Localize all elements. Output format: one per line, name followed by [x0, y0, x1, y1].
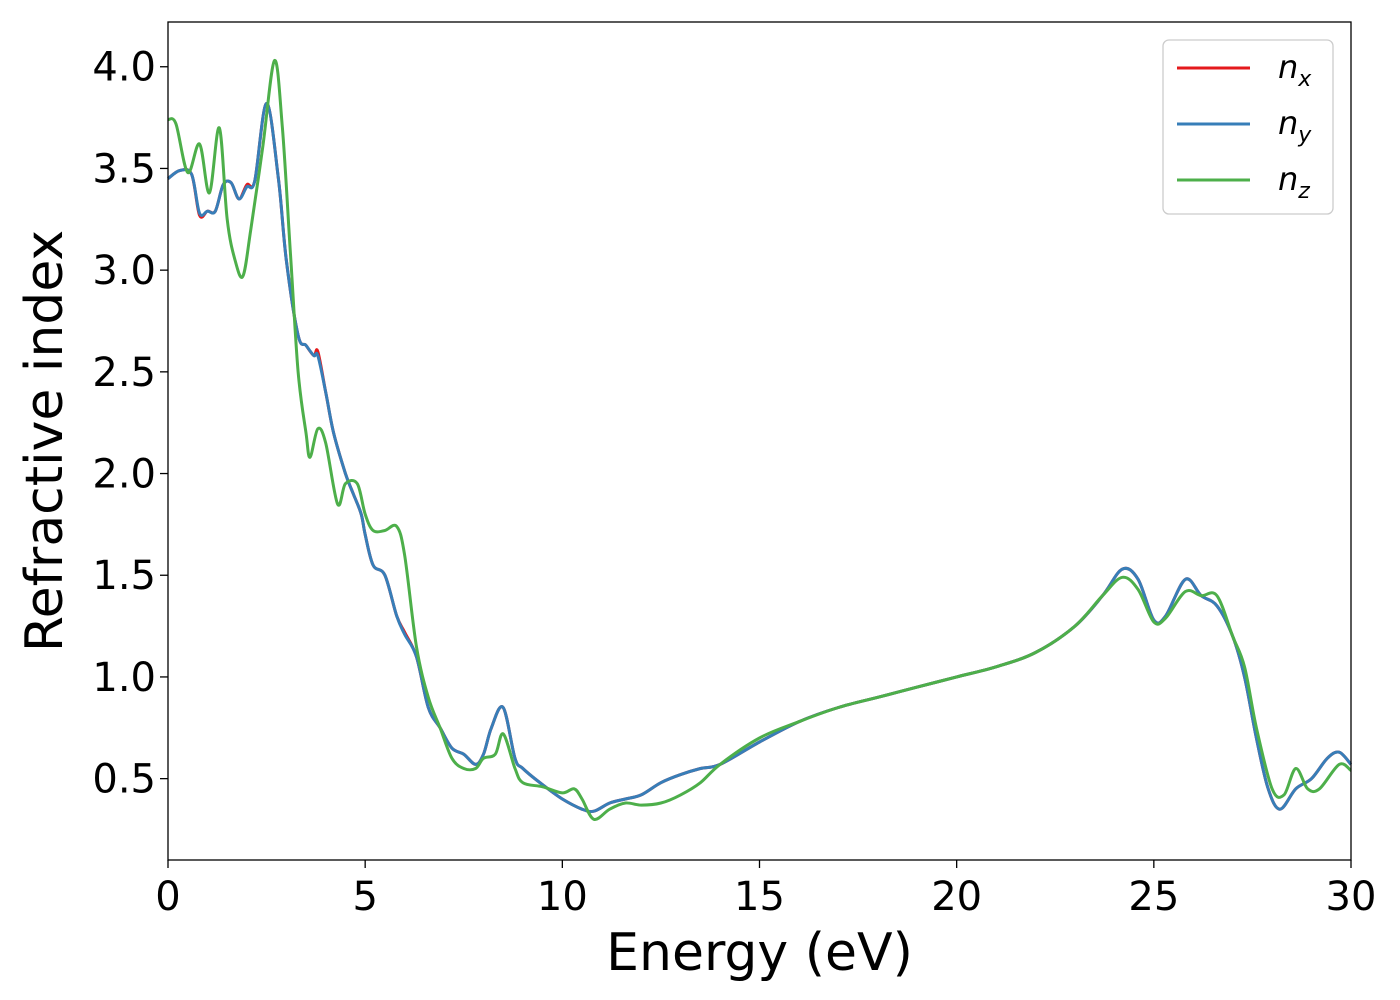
x-tick-label: 10 — [537, 874, 588, 920]
y-tick-label: 0.5 — [92, 757, 156, 803]
y-axis-label: Refractive index — [15, 230, 75, 652]
legend-box — [1162, 39, 1334, 215]
x-axis-label: Energy (eV) — [606, 923, 913, 983]
y-tick-label: 2.0 — [92, 452, 156, 498]
y-tick-label: 2.5 — [92, 350, 156, 396]
series-line-n-y — [167, 101, 1353, 814]
y-axis-ticks: 0.5 1.0 1.5 2.0 2.5 3.0 3.5 4.0 — [92, 45, 168, 803]
legend-items: nx ny nz — [1177, 48, 1312, 204]
y-tick-label: 4.0 — [92, 45, 156, 91]
legend-label-y: ny — [1278, 104, 1312, 148]
legend-label-x: nx — [1278, 48, 1312, 92]
x-tick-label: 30 — [1326, 874, 1377, 920]
x-tick-label: 5 — [352, 874, 377, 920]
y-tick-label: 3.5 — [92, 146, 156, 192]
x-tick-label: 15 — [734, 874, 785, 920]
x-tick-label: 0 — [155, 874, 180, 920]
legend: nx ny nz — [1162, 39, 1334, 215]
y-tick-label: 1.5 — [92, 553, 156, 599]
legend-label-z: nz — [1278, 160, 1310, 204]
series-line-n-z — [167, 59, 1352, 821]
y-tick-label: 1.0 — [92, 655, 156, 701]
y-tick-label: 3.0 — [92, 248, 156, 294]
x-tick-label: 25 — [1128, 874, 1179, 920]
x-tick-label: 20 — [931, 874, 982, 920]
x-axis-ticks: 0 5 10 15 20 25 30 — [155, 860, 1376, 920]
plot-lines — [167, 59, 1353, 821]
